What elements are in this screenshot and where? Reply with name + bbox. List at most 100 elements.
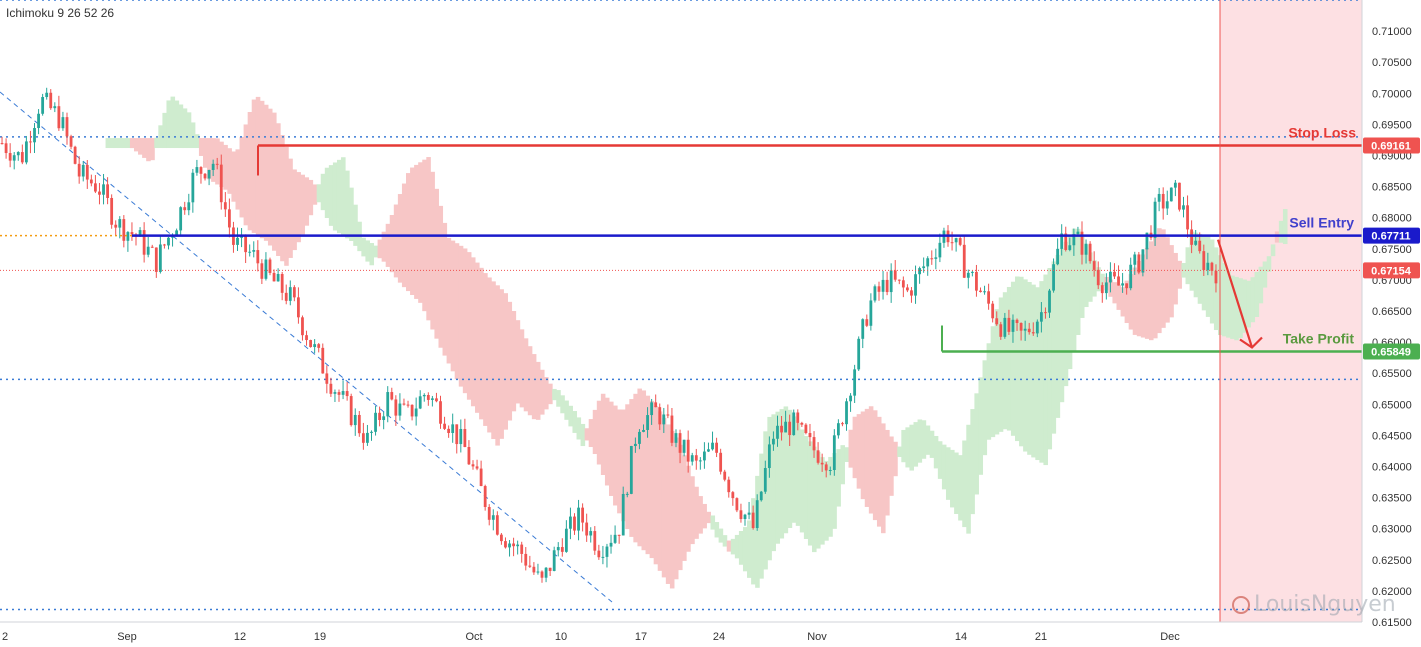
candle-63 xyxy=(256,240,260,272)
cloud-segment-79 xyxy=(426,157,431,321)
candle-147 xyxy=(597,544,601,560)
candle-122 xyxy=(495,511,499,536)
candle-2 xyxy=(8,143,12,168)
cloud-segment-1 xyxy=(109,138,115,149)
candle-96 xyxy=(390,387,394,401)
cloud-segment-141 xyxy=(678,444,683,571)
candle-105 xyxy=(426,392,430,406)
y-tick-label: 0.63500 xyxy=(1372,493,1412,505)
candle-280 xyxy=(1137,251,1141,275)
candle-169 xyxy=(686,430,690,473)
x-tick-label: 2 xyxy=(2,631,8,643)
cloud-segment-151 xyxy=(718,528,724,543)
cloud-segment-148 xyxy=(706,511,711,524)
price-tag-take-profit: 0.65849 xyxy=(1363,343,1420,360)
cloud-segment-193 xyxy=(889,436,894,496)
cloud-segment-85 xyxy=(450,240,456,372)
cloud-segment-275 xyxy=(1222,263,1227,337)
candle-255 xyxy=(1035,319,1039,338)
candle-125 xyxy=(508,540,511,557)
cloud-segment-131 xyxy=(637,388,642,547)
price-axis-bg xyxy=(1362,0,1421,647)
candle-226 xyxy=(918,266,921,284)
cloud-segment-89 xyxy=(466,252,472,400)
cloud-segment-118 xyxy=(584,428,590,441)
x-tick-label: Sep xyxy=(117,631,137,643)
cloud-segment-107 xyxy=(539,369,545,415)
cloud-segment-48 xyxy=(300,174,305,235)
indicator-legend[interactable]: Ichimoku 9 26 52 26 xyxy=(6,6,115,20)
candle-65 xyxy=(264,252,268,281)
candle-38 xyxy=(154,247,158,278)
candle-161 xyxy=(654,394,658,408)
candle-243 xyxy=(987,283,991,310)
candle-61 xyxy=(248,244,252,257)
cloud-segment-174 xyxy=(812,446,817,553)
candle-101 xyxy=(410,404,414,421)
cloud-segment-161 xyxy=(759,453,764,579)
cloud-segment-146 xyxy=(698,496,703,534)
candle-164 xyxy=(666,404,670,419)
candle-56 xyxy=(227,198,231,238)
cloud-segment-251 xyxy=(1124,280,1130,324)
candle-11 xyxy=(45,87,49,100)
candle-218 xyxy=(885,271,889,296)
candle-197 xyxy=(800,421,804,428)
cloud-segment-267 xyxy=(1189,231,1195,291)
candle-173 xyxy=(703,442,706,469)
candle-166 xyxy=(674,429,678,448)
candle-187 xyxy=(759,490,763,502)
cloud-segment-132 xyxy=(641,390,647,551)
cloud-segment-138 xyxy=(665,424,671,584)
svg-text:0.65849: 0.65849 xyxy=(1371,346,1411,358)
candle-193 xyxy=(784,410,788,433)
cloud-segment-75 xyxy=(410,167,415,296)
cloud-segment-65 xyxy=(369,243,375,266)
cloud-segment-42 xyxy=(276,123,281,257)
candle-0 xyxy=(0,136,4,145)
cloud-segment-122 xyxy=(600,393,606,475)
candle-84 xyxy=(341,380,345,400)
time-axis-bg xyxy=(0,622,1362,647)
cloud-segment-180 xyxy=(836,449,841,507)
cloud-segment-185 xyxy=(856,414,862,489)
price-axis[interactable]: 0.71000 0.70500 0.70000 0.69500 0.69000 0.685… xyxy=(1361,0,1421,647)
cloud-segment-224 xyxy=(1015,276,1020,442)
cloud-segment-12 xyxy=(154,137,159,149)
cloud-segment-254 xyxy=(1136,260,1142,337)
candle-120 xyxy=(487,504,491,526)
cloud-segment-87 xyxy=(458,245,464,387)
candle-121 xyxy=(491,509,495,531)
candle-132 xyxy=(536,563,540,575)
cloud-segment-18 xyxy=(178,104,184,149)
candle-139 xyxy=(564,520,568,553)
cloud-segment-104 xyxy=(527,346,533,416)
candle-18 xyxy=(73,145,77,165)
ichimoku-cloud xyxy=(105,96,1288,589)
y-tick-label: 0.62000 xyxy=(1372,586,1412,598)
candle-17 xyxy=(69,134,73,150)
cloud-segment-197 xyxy=(905,427,910,468)
candle-97 xyxy=(394,395,398,426)
cloud-segment-113 xyxy=(564,400,569,420)
cloud-segment-172 xyxy=(803,436,809,539)
time-axis[interactable]: 2 Sep 12 19 Oct 10 17 24 Nov 14 21 Dec xyxy=(0,621,1362,647)
cloud-segment-171 xyxy=(799,429,805,533)
candle-204 xyxy=(828,466,832,476)
candle-55 xyxy=(223,192,227,217)
cloud-segment-212 xyxy=(966,424,971,534)
candle-134 xyxy=(544,567,548,583)
candle-36 xyxy=(146,236,150,258)
cloud-segment-219 xyxy=(994,309,1000,435)
candle-13 xyxy=(53,102,57,113)
cloud-segment-35 xyxy=(247,112,253,231)
candle-277 xyxy=(1125,283,1129,295)
x-tick-label: 21 xyxy=(1035,631,1047,643)
candle-213 xyxy=(865,314,869,328)
candle-26 xyxy=(106,177,109,205)
cloud-segment-3 xyxy=(117,138,123,149)
cloud-segment-120 xyxy=(592,409,598,455)
cloud-segment-23 xyxy=(198,138,204,156)
